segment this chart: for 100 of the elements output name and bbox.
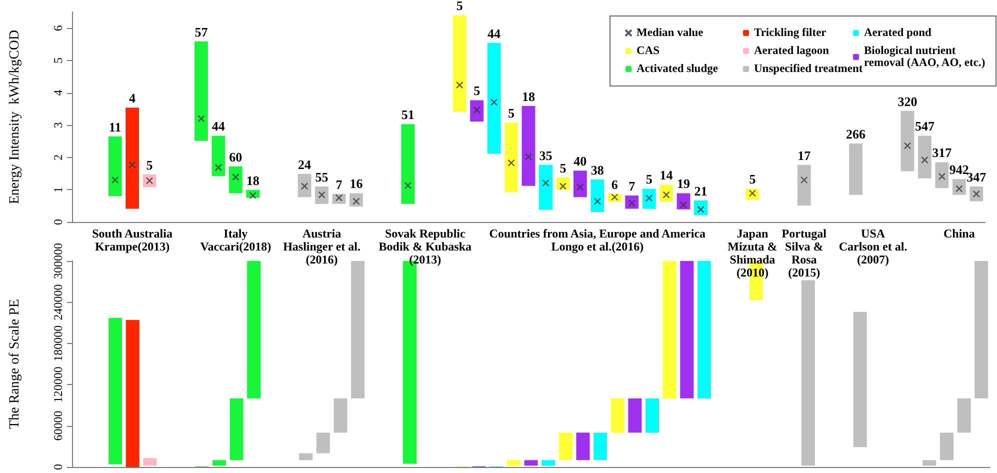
y-axis-title: The Range of Scale PE [8,299,22,429]
bar [801,280,815,466]
y-tick-label: 300000 [51,243,65,279]
annotation: 17 [798,148,812,163]
y-tick-label: 1 [51,186,65,193]
legend-label: Activated sludge [636,63,718,75]
bar [680,261,694,398]
point [111,176,119,184]
annotation: 55 [315,169,329,184]
x-tick-label: Portugal Silva & Rosa (2015) [782,226,828,280]
bar [676,193,690,210]
annotation: 38 [590,162,604,178]
bar [957,398,971,433]
y-tick-label: 4 [51,90,65,96]
bar [506,460,520,466]
annotation: 5 [456,0,464,14]
bar [542,460,556,466]
bar [974,261,988,398]
point [524,153,532,160]
bar [350,193,363,206]
bar [853,312,867,448]
y-tick-label: 5 [51,57,65,64]
bar [230,398,244,460]
bar [524,460,538,466]
bar [126,108,140,209]
bar [126,320,140,467]
bar [662,261,676,398]
annotation: 6 [611,176,618,192]
point [800,176,808,184]
bar [316,432,330,454]
annotation: 21 [694,183,708,198]
annotation: 7 [336,176,343,192]
bar [922,460,936,466]
point [404,182,412,190]
bar [470,100,484,122]
annotation: 317 [932,145,952,160]
bar [143,458,157,466]
bar [610,398,624,433]
y-tick-label: 2 [51,154,65,160]
bar [401,124,415,204]
annotation: 18 [522,89,536,104]
legend-label: Aerated lagoon [754,45,830,57]
bar [539,164,552,210]
bar [576,432,590,460]
point [594,198,602,205]
bar [645,398,659,433]
x-tick-label: South Australia Krampe(2013) [92,226,172,254]
x-tick-label: USA Carlson et al. (2007) [838,226,908,266]
bar [315,186,328,204]
point [214,164,222,171]
annotation: 5 [146,158,154,173]
x-tick-label: Countries from Asia, Europe and America Longo et al.(2016) [489,226,706,254]
bar [228,166,242,194]
bar [108,318,122,464]
bar [298,174,312,198]
annotation: 7 [628,178,636,194]
annotation: 16 [350,176,364,192]
point [508,159,515,166]
bar [452,15,466,112]
bar [108,136,122,196]
bar [194,41,208,141]
bar [625,196,639,209]
bar [299,453,313,460]
bar [628,398,642,433]
annotation: 5 [474,83,481,98]
annotation: 4 [129,90,136,106]
bar [212,136,226,176]
bar [918,136,932,178]
bar [594,432,608,460]
annotation: 320 [898,94,918,109]
bar [660,184,674,202]
bar [522,106,536,186]
annotation: 60 [229,149,242,164]
y-tick-label: 0 [51,219,65,225]
bar [247,261,261,398]
y-tick-label: 3 [51,122,65,128]
bar [900,110,914,172]
annotation: 5 [560,160,567,176]
legend-label: Aerated pond [864,27,932,39]
bar [697,261,711,398]
annotation: 19 [677,176,691,192]
bar [940,432,954,460]
annotation: 14 [660,168,674,183]
annotation: 347 [966,169,987,184]
y-tick-label: 240000 [51,284,65,320]
legend-label: Median value [636,27,704,39]
bar [351,261,365,398]
x-tick-label: China [943,226,975,240]
point [490,98,498,106]
y-tick-label: 6 [51,25,65,32]
legend-label: CAS [636,45,660,57]
annotation: 18 [246,173,260,188]
annotation: 57 [194,24,208,40]
point [542,179,550,187]
annotation: 24 [298,156,312,172]
bar [558,432,572,460]
annotation: 5 [508,105,516,120]
bar [970,186,984,202]
x-tick-label: Italy Vaccari(2018) [200,226,272,254]
bar [573,170,587,198]
